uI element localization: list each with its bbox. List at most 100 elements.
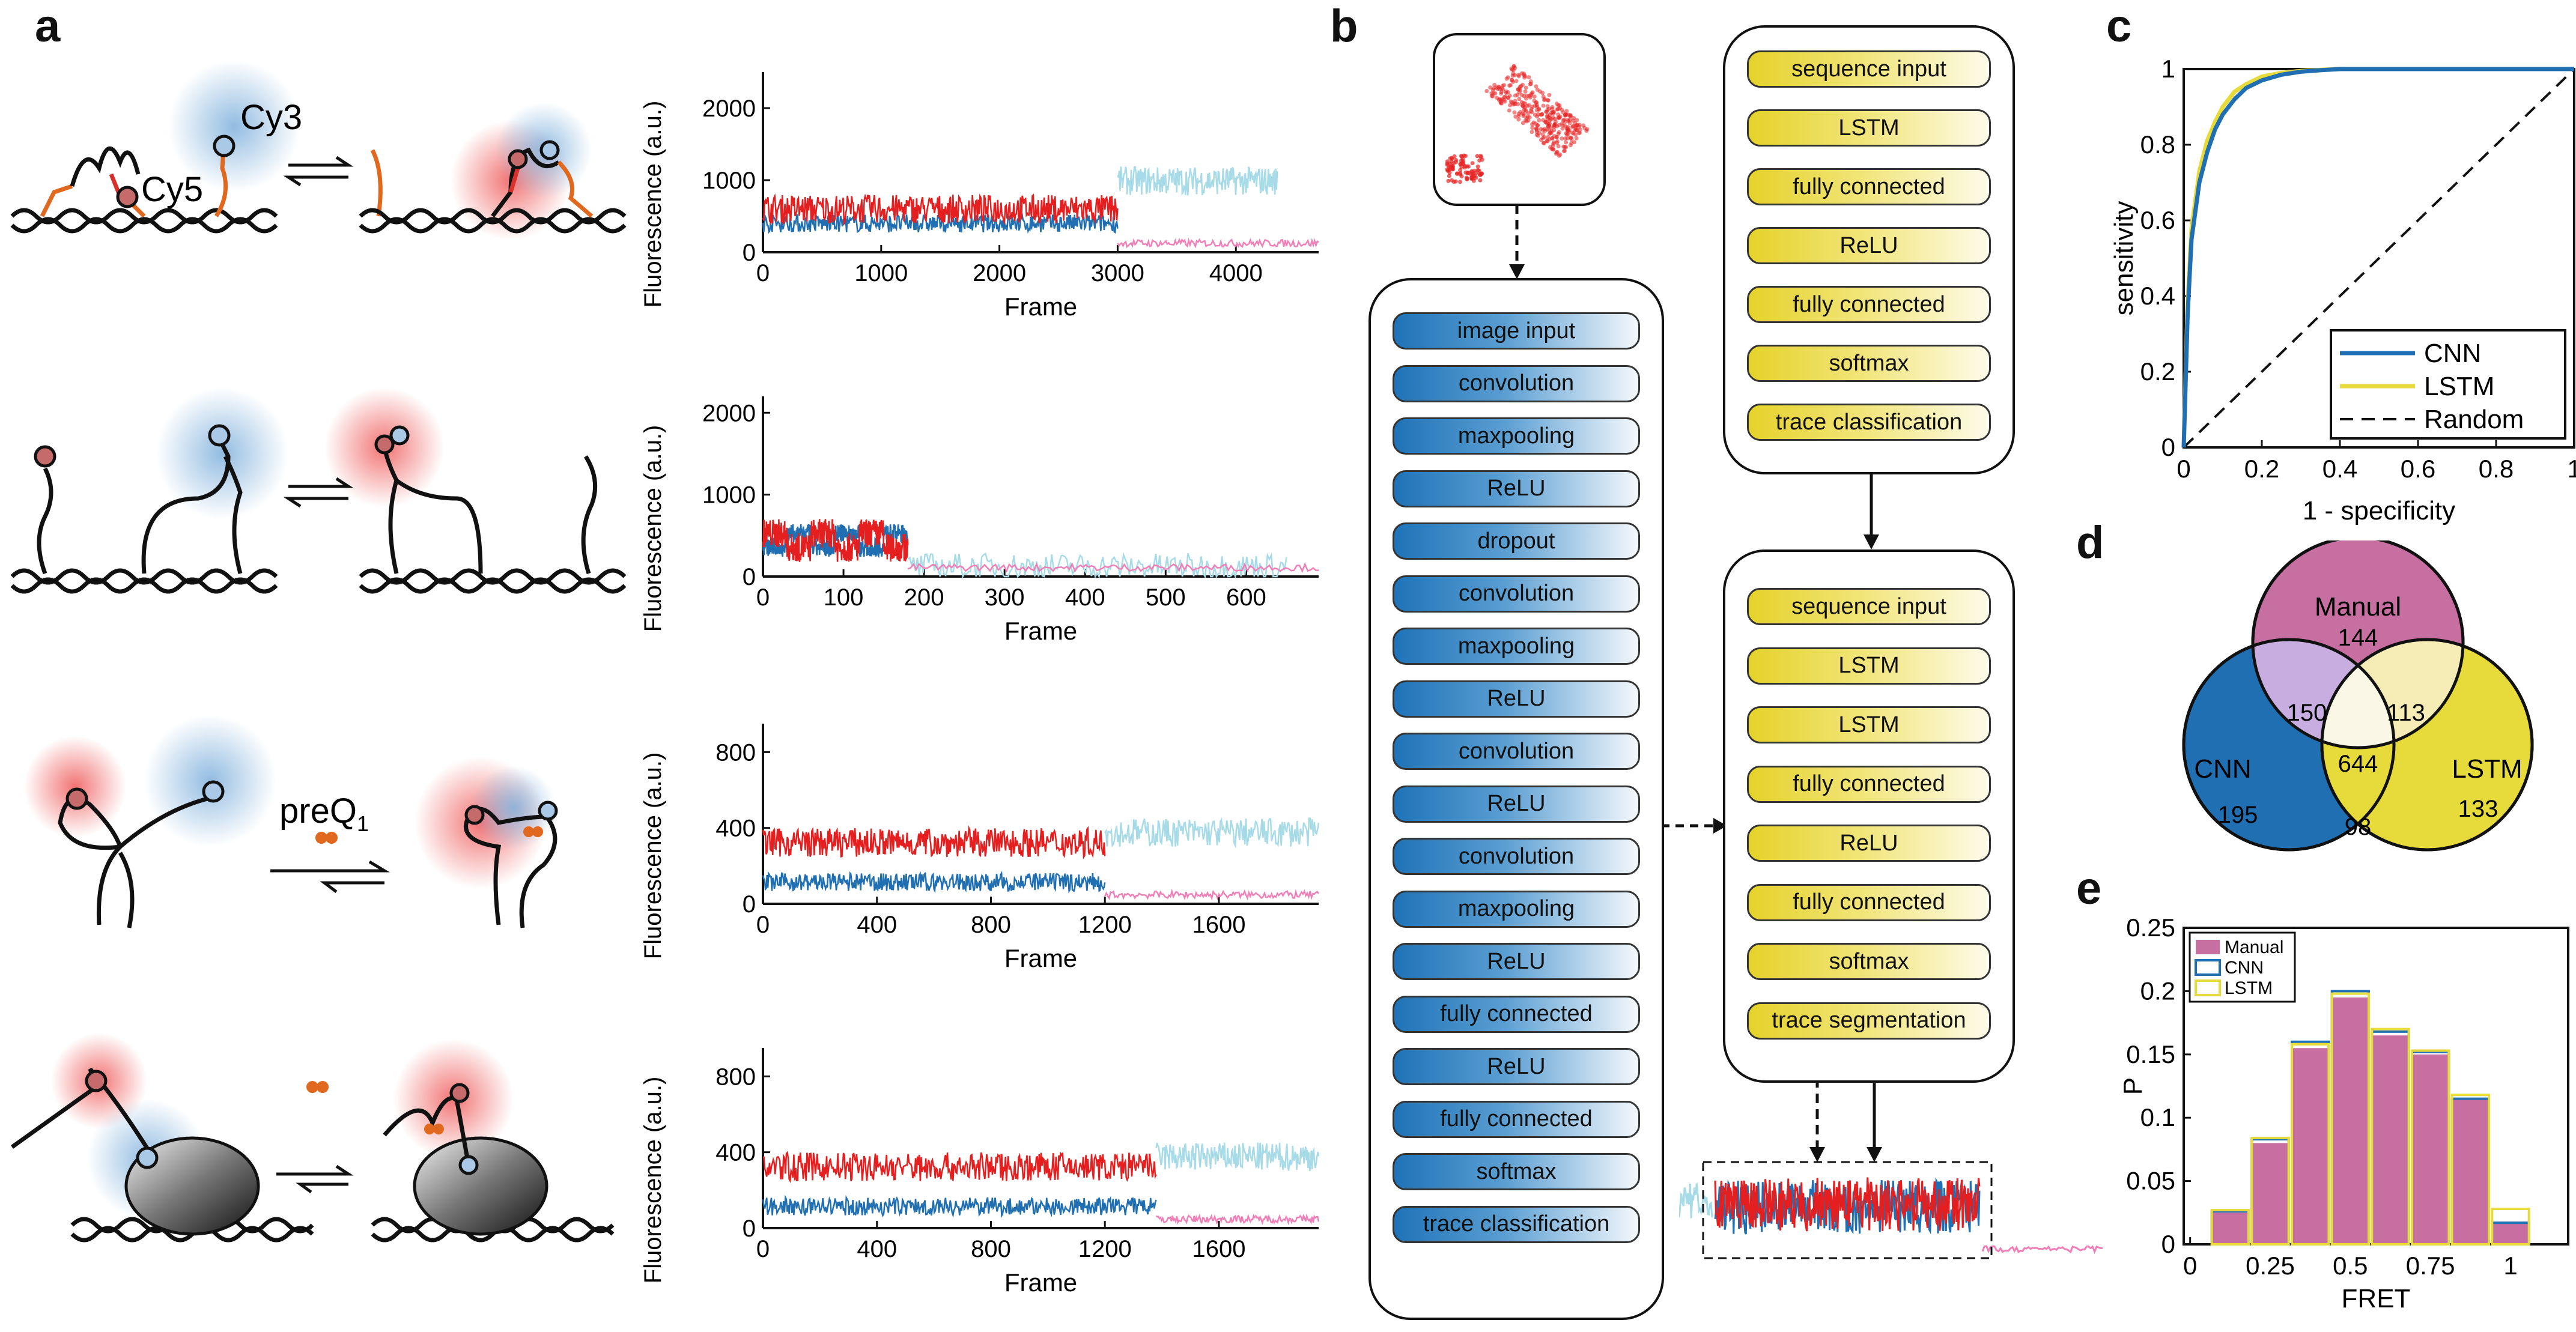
hist-y-label: P (2118, 1077, 2148, 1095)
x-tick: 0 (756, 584, 770, 611)
roc-y-tick: 0.4 (2140, 282, 2175, 310)
panel-label-c: c (2106, 1, 2132, 52)
trace-plot-2: 0 1000 2000 0 100 200 300 400 500 600 Frame Fluores… (640, 396, 1319, 645)
legend-swatch (2195, 979, 2221, 996)
x-tick: 800 (971, 1236, 1011, 1262)
panel-label-b: b (1330, 1, 1358, 52)
layer-sequence-input: sequence input (1747, 50, 1991, 88)
panel-label-e: e (2076, 863, 2102, 914)
bar-manual (2412, 1054, 2449, 1244)
layer-relu: ReLU (1747, 227, 1991, 264)
legend-label: LSTM (2225, 978, 2273, 998)
roc-x-label: 1 - specificity (2303, 496, 2455, 525)
layer-softmax: softmax (1747, 345, 1991, 382)
bar-lstm (2450, 1094, 2491, 1246)
x-tick: 1600 (1192, 1236, 1245, 1262)
fret-image-input (1433, 33, 1606, 206)
x-tick: 1200 (1078, 1236, 1132, 1262)
roc-x-tick: 0 (2177, 455, 2190, 483)
roc-series-cnn (2181, 67, 2574, 448)
layer-convolution: convolution (1393, 365, 1640, 402)
layer-lstm: LSTM (1747, 706, 1991, 743)
donor-bleached-trace (1117, 166, 1278, 196)
hist-x-tick: 1 (2503, 1252, 2517, 1280)
bar-lstm (2330, 992, 2370, 1246)
x-axis-label: Frame (1004, 617, 1077, 645)
layer-relu: ReLU (1393, 1048, 1640, 1085)
panel-a-schematics: Cy3 Cy5 (10, 60, 627, 1243)
layer-maxpooling: maxpooling (1393, 628, 1640, 665)
hist-y-tick: 0 (2161, 1230, 2175, 1258)
bar-lstm (2411, 1049, 2450, 1246)
donor-bleached-trace (1104, 817, 1320, 849)
x-tick: 1200 (1078, 912, 1132, 938)
schematic-row-1: Cy3 Cy5 (10, 60, 627, 240)
venn-cnn-label: CNN (2194, 754, 2251, 784)
bar-manual (2252, 1143, 2289, 1244)
y-axis-label: Fluorescence (a.u.) (640, 752, 666, 960)
layer-fully-connected: fully connected (1747, 168, 1991, 205)
hist-y-tick: 0.15 (2126, 1040, 2175, 1068)
scatter-image (1445, 64, 1590, 184)
layer-trace-segmentation: trace segmentation (1747, 1002, 1991, 1040)
acceptor-bleached-trace (907, 562, 1319, 574)
x-tick: 1600 (1192, 912, 1245, 938)
roc-x-tick: 0.4 (2322, 455, 2357, 483)
bar-lstm (2250, 1136, 2290, 1246)
x-tick: 0 (756, 912, 770, 938)
x-axis-label: Frame (1004, 944, 1077, 972)
y-tick: 0 (743, 891, 756, 918)
venn-cnn-only: 195 (2218, 802, 2258, 828)
layer-convolution: convolution (1393, 575, 1640, 613)
layer-relu: ReLU (1747, 825, 1991, 862)
layer-convolution: convolution (1393, 838, 1640, 875)
donor-trace (762, 1194, 1157, 1218)
seg-red-trace (1714, 1177, 1981, 1232)
y-axis-label: Fluorescence (a.u.) (640, 1077, 666, 1284)
x-tick: 400 (1065, 584, 1105, 611)
venn-manual-cnn: 150 (2287, 700, 2327, 726)
y-tick: 0 (743, 1215, 756, 1242)
legend-label: CNN (2424, 339, 2481, 368)
layer-softmax: softmax (1393, 1153, 1640, 1190)
venn-diagram: Manual 144 CNN 195 LSTM 133 150 113 98 6… (2182, 540, 2534, 852)
layer-sequence-input: sequence input (1747, 588, 1991, 625)
x-tick: 1000 (854, 260, 908, 286)
segmented-trace (1679, 1161, 2103, 1259)
y-tick: 1000 (702, 482, 756, 509)
bar-lstm (2210, 1209, 2250, 1246)
schematic-row-2 (10, 387, 627, 594)
venn-manual-lstm: 113 (2387, 700, 2425, 726)
trace-plot-3: 0 400 800 0 400 800 1200 1600 Frame Fluorescence … (640, 724, 1320, 972)
acceptor-trace (762, 519, 909, 562)
roc-y-tick: 0.8 (2140, 130, 2175, 159)
donor-bleached-trace (907, 552, 1287, 580)
bar-manual (2331, 997, 2369, 1244)
bar-manual (2492, 1222, 2529, 1244)
roc-chart: 0 0.2 0.4 0.6 0.8 1 0 0.2 0.4 0.6 0.8 1 1 - specific… (2109, 55, 2576, 525)
y-tick: 2000 (702, 95, 756, 122)
layer-maxpooling: maxpooling (1393, 890, 1640, 928)
layer-dropout: dropout (1393, 522, 1640, 560)
acceptor-trace (762, 193, 1119, 226)
x-axis-label: Frame (1004, 292, 1077, 321)
roc-x-tick: 0.2 (2244, 455, 2279, 483)
x-tick: 0 (756, 260, 770, 286)
bar-lstm (2291, 1043, 2330, 1246)
y-tick: 0 (743, 240, 756, 266)
preq1-label: preQ1 (279, 792, 369, 836)
layer-fully-connected: fully connected (1747, 765, 1991, 803)
schematic-row-3: preQ1 (24, 715, 558, 928)
legend-label: LSTM (2424, 372, 2494, 401)
y-tick: 2000 (702, 400, 756, 426)
y-tick: 400 (715, 1140, 756, 1166)
roc-y-tick: 0.2 (2140, 357, 2175, 386)
venn-all: 644 (2338, 751, 2378, 777)
segmentation-window (1702, 1161, 1993, 1259)
venn-cnn-lstm: 98 (2345, 814, 2372, 840)
bar-lstm (2491, 1207, 2530, 1246)
donor-bleached-trace (1155, 1142, 1320, 1172)
hist-y-tick: 0.05 (2126, 1167, 2175, 1195)
schematic-row-4 (10, 1033, 615, 1243)
